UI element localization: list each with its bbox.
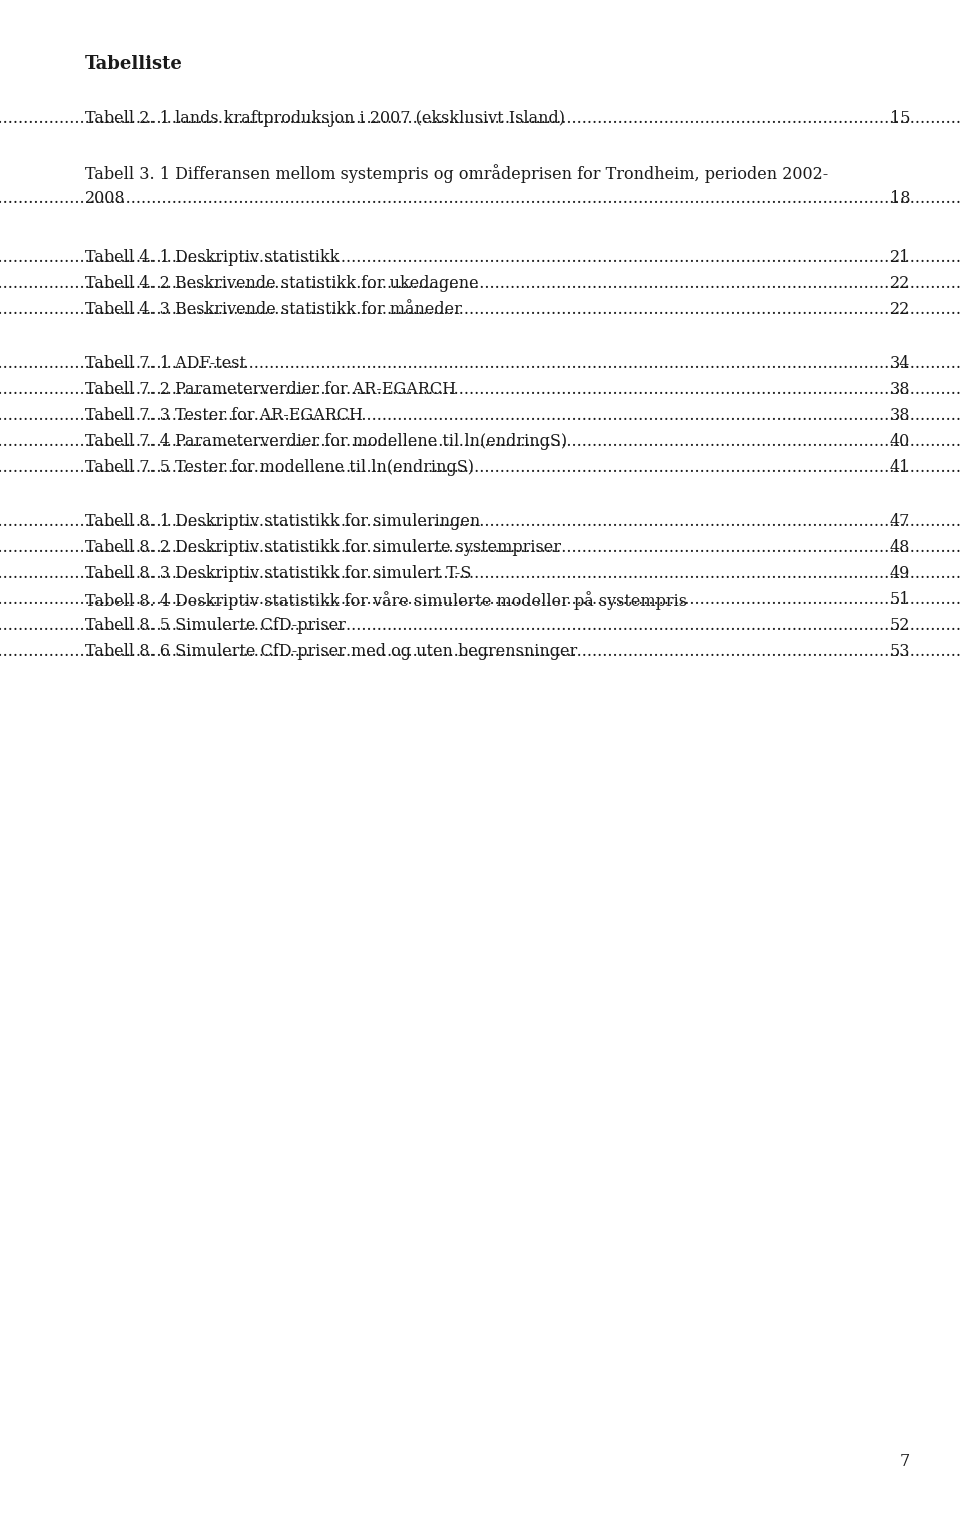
Text: ................................................................................: ........................................… (0, 459, 960, 476)
Text: Tabell 3. 1 Differansen mellom systempris og områdeprisen for Trondheim, periode: Tabell 3. 1 Differansen mellom systempri… (85, 164, 828, 183)
Text: Tabell 7. 3 Tester for AR-EGARCH: Tabell 7. 3 Tester for AR-EGARCH (85, 408, 363, 424)
Text: 15: 15 (890, 111, 910, 127)
Text: 49: 49 (890, 565, 910, 582)
Text: ................................................................................: ........................................… (0, 380, 960, 398)
Text: ................................................................................: ........................................… (0, 408, 960, 424)
Text: ................................................................................: ........................................… (0, 642, 960, 661)
Text: 51: 51 (890, 591, 910, 608)
Text: 47: 47 (890, 514, 910, 530)
Text: 34: 34 (890, 355, 910, 373)
Text: ................................................................................: ........................................… (0, 355, 960, 373)
Text: ................................................................................: ........................................… (0, 539, 960, 556)
Text: Tabell 7. 1 ADF-test: Tabell 7. 1 ADF-test (85, 355, 246, 373)
Text: 48: 48 (890, 539, 910, 556)
Text: ................................................................................: ........................................… (0, 617, 960, 633)
Text: Tabell 8. 6 Simulerte CfD-priser med og uten begrensninger: Tabell 8. 6 Simulerte CfD-priser med og … (85, 642, 577, 661)
Text: ................................................................................: ........................................… (0, 111, 960, 127)
Text: 21: 21 (890, 248, 910, 267)
Text: 2008: 2008 (85, 189, 126, 208)
Text: Tabell 4. 3 Beskrivende statistikk for måneder: Tabell 4. 3 Beskrivende statistikk for m… (85, 301, 462, 318)
Text: ................................................................................: ........................................… (0, 565, 960, 582)
Text: ................................................................................: ........................................… (0, 514, 960, 530)
Text: 40: 40 (890, 433, 910, 450)
Text: Tabell 2. 1 lands kraftproduksjon i 2007 (eksklusivt Island): Tabell 2. 1 lands kraftproduksjon i 2007… (85, 111, 565, 127)
Text: Tabell 7. 4 Parameterverdier for modellene til ln(endringS): Tabell 7. 4 Parameterverdier for modelle… (85, 433, 567, 450)
Text: Tabell 4. 2 Beskrivende statistikk for ukedagene: Tabell 4. 2 Beskrivende statistikk for u… (85, 276, 479, 292)
Text: ................................................................................: ........................................… (0, 276, 960, 292)
Text: 41: 41 (890, 459, 910, 476)
Text: Tabell 8. 1 Deskriptiv statistikk for simuleringen: Tabell 8. 1 Deskriptiv statistikk for si… (85, 514, 480, 530)
Text: Tabell 8. 3 Deskriptiv statistikk for simulert T-S: Tabell 8. 3 Deskriptiv statistikk for si… (85, 565, 471, 582)
Text: 38: 38 (890, 380, 910, 398)
Text: ................................................................................: ........................................… (0, 301, 960, 318)
Text: Tabell 8. 5 Simulerte CfD-priser: Tabell 8. 5 Simulerte CfD-priser (85, 617, 346, 633)
Text: ................................................................................: ........................................… (0, 248, 960, 267)
Text: ................................................................................: ........................................… (0, 591, 960, 608)
Text: 22: 22 (890, 276, 910, 292)
Text: 53: 53 (890, 642, 910, 661)
Text: ................................................................................: ........................................… (0, 433, 960, 450)
Text: Tabelliste: Tabelliste (85, 55, 182, 73)
Text: 38: 38 (890, 408, 910, 424)
Text: ................................................................................: ........................................… (0, 189, 960, 208)
Text: Tabell 4. 1 Deskriptiv statistikk: Tabell 4. 1 Deskriptiv statistikk (85, 248, 340, 267)
Text: 7: 7 (900, 1453, 910, 1470)
Text: Tabell 7. 2 Parameterverdier for AR-EGARCH: Tabell 7. 2 Parameterverdier for AR-EGAR… (85, 380, 456, 398)
Text: Tabell 7. 5 Tester for modellene til ln(endringS): Tabell 7. 5 Tester for modellene til ln(… (85, 459, 474, 476)
Text: Tabell 8. 2 Deskriptiv statistikk for simulerte systempriser: Tabell 8. 2 Deskriptiv statistikk for si… (85, 539, 561, 556)
Text: 22: 22 (890, 301, 910, 318)
Text: 52: 52 (890, 617, 910, 633)
Text: 18: 18 (890, 189, 910, 208)
Text: Tabell 8. 4 Deskriptiv statistikk for våre simulerte modeller på systempris: Tabell 8. 4 Deskriptiv statistikk for vå… (85, 591, 687, 611)
